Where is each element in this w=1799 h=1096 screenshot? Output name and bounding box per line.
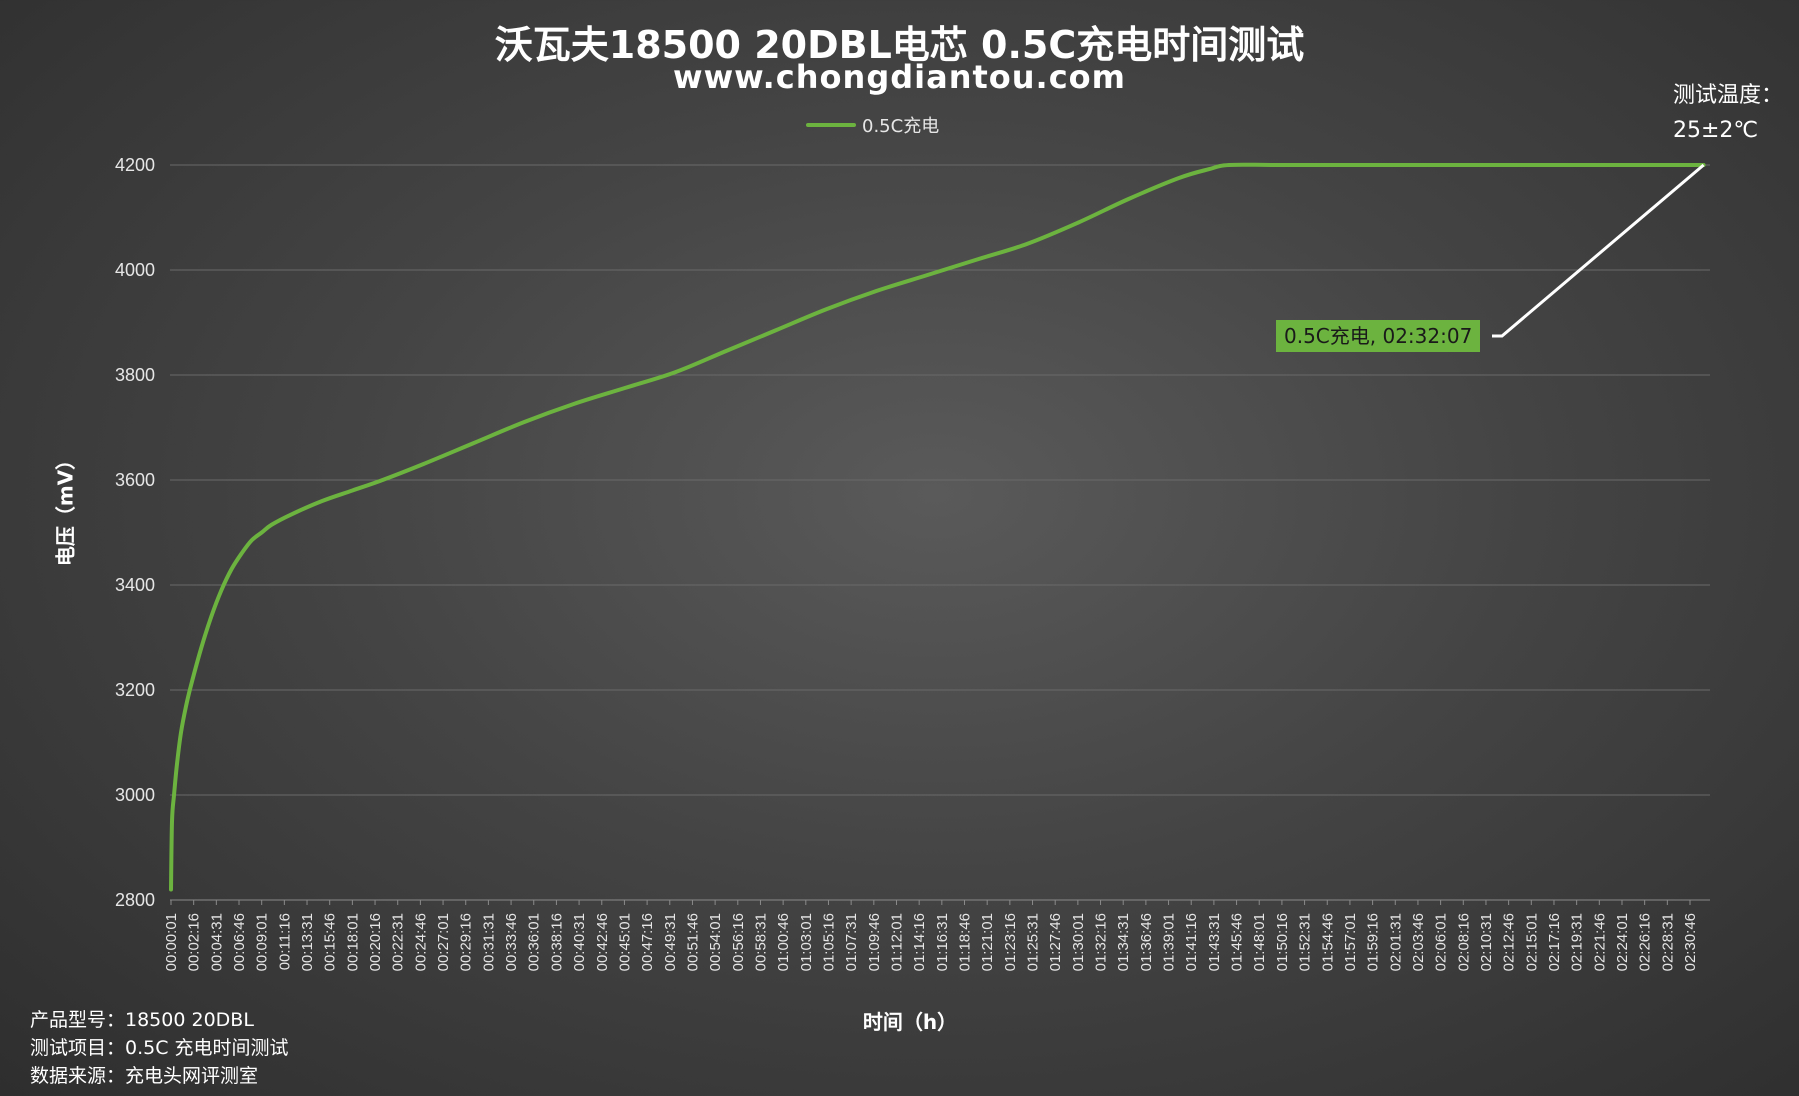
- chart-title: 沃瓦夫18500 20DBL电芯 0.5C充电时间测试: [494, 23, 1305, 67]
- x-tick-label: 01:32:16: [1093, 913, 1110, 971]
- x-tick-label: 00:13:31: [299, 913, 316, 971]
- x-tick-label: 01:41:16: [1183, 913, 1200, 971]
- x-tick-label: 01:05:16: [820, 913, 837, 971]
- x-tick-label: 00:38:16: [548, 913, 565, 971]
- x-tick-label: 00:49:31: [662, 913, 679, 971]
- annotation-callout: 0.5C充电, 02:32:07: [1276, 320, 1481, 352]
- temperature-value: 25±2℃: [1673, 118, 1759, 143]
- x-tick-label: 01:27:46: [1047, 913, 1064, 971]
- x-tick-label: 02:01:31: [1387, 913, 1404, 971]
- annotation-leader-line: [1492, 163, 1705, 338]
- x-tick-label: 02:17:16: [1546, 913, 1563, 971]
- y-tick-label: 3600: [115, 470, 155, 490]
- x-tick-label: 01:57:01: [1342, 913, 1359, 971]
- x-tick-label: 00:20:16: [367, 913, 384, 971]
- temperature-label: 测试温度：: [1673, 83, 1784, 108]
- x-tick-label: 02:08:16: [1455, 913, 1472, 971]
- legend-swatch: [806, 123, 856, 127]
- x-tick-label: 01:21:01: [979, 913, 996, 971]
- x-tick-label: 00:51:46: [684, 913, 701, 971]
- x-tick-label: 00:24:46: [412, 913, 429, 971]
- x-tick-label: 01:18:46: [957, 913, 974, 971]
- x-tick-label: 02:19:31: [1569, 913, 1586, 971]
- x-tick-label: 00:22:31: [390, 913, 407, 971]
- x-tick-label: 01:09:46: [866, 913, 883, 971]
- x-tick-label: 00:29:16: [458, 913, 475, 971]
- x-tick-label: 02:26:16: [1637, 913, 1654, 971]
- x-tick-label: 00:15:46: [322, 913, 339, 971]
- x-tick-label: 00:18:01: [344, 913, 361, 971]
- y-tick-label: 4200: [115, 155, 155, 175]
- y-axis-label: 电压（mV）: [53, 449, 78, 567]
- x-tick-label: 00:54:01: [707, 913, 724, 971]
- series-line: [169, 162, 1706, 892]
- y-tick-label: 2800: [115, 890, 155, 910]
- y-tick-label: 3800: [115, 365, 155, 385]
- x-tick-label: 02:06:01: [1433, 913, 1450, 971]
- y-tick-labels: 2800 3000 3200 3400 3600 3800 4000 4200: [115, 155, 155, 910]
- note-data-source: 数据来源：充电头网评测室: [30, 1065, 259, 1087]
- x-tick-label: 02:21:46: [1591, 913, 1608, 971]
- chart-legend: 0.5C充电: [806, 112, 939, 138]
- y-tick-label: 4000: [115, 260, 155, 280]
- x-tick-label: 01:43:31: [1206, 913, 1223, 971]
- x-tick-label: 00:58:31: [752, 913, 769, 971]
- x-tick-label: 02:03:46: [1410, 913, 1427, 971]
- x-tick-label: 01:23:16: [1002, 913, 1019, 971]
- x-tick-label: 01:59:16: [1365, 913, 1382, 971]
- x-tick-label: 00:06:46: [231, 913, 248, 971]
- chart-subtitle: www.chongdiantou.com: [673, 58, 1126, 96]
- x-tick-label: 00:09:01: [254, 913, 271, 971]
- x-tick-label: 01:52:31: [1297, 913, 1314, 971]
- x-tick-label: 00:04:31: [208, 913, 225, 971]
- x-tick-label: 00:56:16: [730, 913, 747, 971]
- y-tick-label: 3400: [115, 575, 155, 595]
- grid-lines: [170, 164, 1710, 901]
- x-tick-label: 00:45:01: [616, 913, 633, 971]
- x-tick-label: 00:47:16: [639, 913, 656, 971]
- x-tick-label: 00:40:31: [571, 913, 588, 971]
- x-tick-label: 01:25:31: [1025, 913, 1042, 971]
- note-test-item: 测试项目：0.5C 充电时间测试: [30, 1037, 289, 1059]
- x-tick-label: 01:48:01: [1251, 913, 1268, 971]
- y-tick-label: 3200: [115, 680, 155, 700]
- x-tick-label: 00:42:46: [594, 913, 611, 971]
- x-tick-label: 00:27:01: [435, 913, 452, 971]
- x-tick-label: 01:54:46: [1319, 913, 1336, 971]
- note-product-model: 产品型号：18500 20DBL: [30, 1009, 254, 1031]
- x-tick-label: 02:12:46: [1501, 913, 1518, 971]
- x-tick-label: 02:30:46: [1682, 913, 1699, 971]
- legend-label: 0.5C充电: [862, 116, 940, 137]
- x-tick-label: 01:36:46: [1138, 913, 1155, 971]
- x-tick-label: 02:24:01: [1614, 913, 1631, 971]
- x-tick-label: 01:50:16: [1274, 913, 1291, 971]
- x-tick-label: 01:34:31: [1115, 913, 1132, 971]
- x-axis-label: 时间（h）: [862, 1010, 958, 1034]
- x-tick-label: 01:30:01: [1070, 913, 1087, 971]
- series-layer: [169, 162, 1706, 892]
- info-notes: 产品型号：18500 20DBL 测试项目：0.5C 充电时间测试 数据来源：充…: [30, 1006, 289, 1090]
- x-tick-label: 01:14:16: [911, 913, 928, 971]
- x-tick-label: 00:02:16: [186, 913, 203, 971]
- x-tick-label: 02:28:31: [1659, 913, 1676, 971]
- x-tick-label: 00:11:16: [276, 913, 293, 970]
- x-tick-label: 00:00:01: [163, 913, 180, 971]
- x-tick-labels: 00:00:01 00:02:16 00:04:31 00:06:46 00:09:01…: [163, 900, 1699, 971]
- x-tick-label: 01:07:31: [843, 913, 860, 971]
- x-tick-label: 01:39:01: [1161, 913, 1178, 971]
- temperature-note: 测试温度： 25±2℃: [1673, 78, 1783, 148]
- x-tick-label: 00:31:31: [480, 913, 497, 971]
- x-tick-label: 00:36:01: [526, 913, 543, 971]
- x-tick-label: 01:16:31: [934, 913, 951, 971]
- x-tick-label: 01:03:01: [798, 913, 815, 971]
- x-tick-label: 01:00:46: [775, 913, 792, 971]
- x-tick-label: 01:45:46: [1229, 913, 1246, 971]
- annotation-layer: [1492, 163, 1705, 338]
- x-tick-label: 02:10:31: [1478, 913, 1495, 971]
- y-tick-label: 3000: [115, 785, 155, 805]
- x-tick-label: 02:15:01: [1523, 913, 1540, 971]
- x-tick-label: 00:33:46: [503, 913, 520, 971]
- x-tick-label: 01:12:01: [888, 913, 905, 971]
